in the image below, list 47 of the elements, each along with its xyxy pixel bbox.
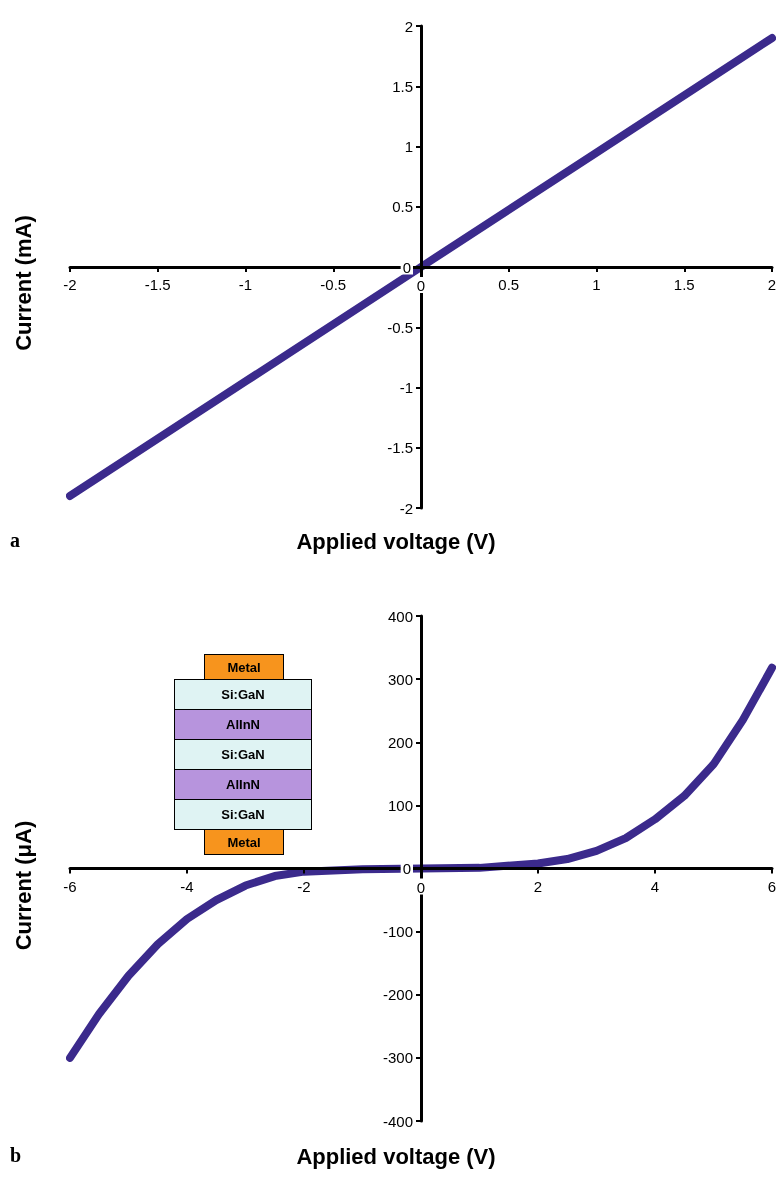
x-tick-label: 4 (650, 877, 660, 895)
x-tick-label: 6 (767, 877, 777, 895)
x-axis-title: Applied voltage (V) (296, 1143, 496, 1169)
x-tick-label: -1.5 (144, 276, 171, 293)
x-tick-label: -2 (63, 276, 77, 293)
y-axis-title: Current (μA) (10, 820, 36, 951)
y-tick-label: -400 (382, 1112, 413, 1130)
text: a (10, 529, 20, 551)
y-tick-label: -1.5 (387, 439, 413, 457)
x-tick-label: 2 (767, 276, 777, 293)
y-tick-label: -2 (399, 499, 413, 517)
x-tick-label: -2 (297, 877, 311, 895)
x-tick-label: -6 (63, 877, 77, 895)
y-tick-label: 1.5 (392, 77, 413, 95)
y-tick-label: 2 (404, 17, 413, 35)
y-tick-label: -200 (382, 986, 413, 1004)
y-tick-label: 300 (387, 670, 413, 688)
y-tick-label: 0.5 (392, 198, 413, 216)
text: b (10, 1144, 22, 1166)
annotation: Si:GaN (174, 739, 312, 770)
y-tick-label: -0.5 (387, 318, 413, 336)
x-tick-label: 0 (416, 277, 426, 294)
annotation: Si:GaN (174, 679, 312, 710)
y-tick-label: -1 (399, 379, 413, 396)
x-tick-label: 2 (533, 877, 543, 895)
y-tick-label: 0 (402, 860, 411, 877)
y-tick-label: 0 (402, 258, 411, 276)
y-axis-title: Current (mA) (10, 215, 36, 351)
y-tick-label: 400 (387, 607, 413, 625)
y-tick-label: 1 (404, 138, 413, 155)
x-tick-label: -0.5 (320, 276, 347, 293)
y-tick-label: 200 (387, 733, 413, 751)
y-tick-label: -300 (382, 1049, 413, 1067)
y-tick-label: 100 (387, 796, 413, 814)
annotation: Si:GaN (174, 799, 312, 830)
x-tick-label: -4 (180, 877, 194, 895)
x-tick-label: -1 (238, 276, 253, 293)
x-tick-label: 0.5 (498, 276, 520, 293)
x-tick-label: 1 (592, 276, 601, 293)
annotation: Metal (204, 654, 284, 680)
annotation: Metal (204, 829, 284, 855)
x-tick-label: 1.5 (673, 276, 695, 293)
x-tick-label: 0 (416, 878, 426, 896)
y-tick-label: -100 (382, 923, 413, 941)
x-axis-title: Applied voltage (V) (296, 528, 496, 554)
annotation: AlInN (174, 769, 312, 800)
annotation: AlInN (174, 709, 312, 740)
